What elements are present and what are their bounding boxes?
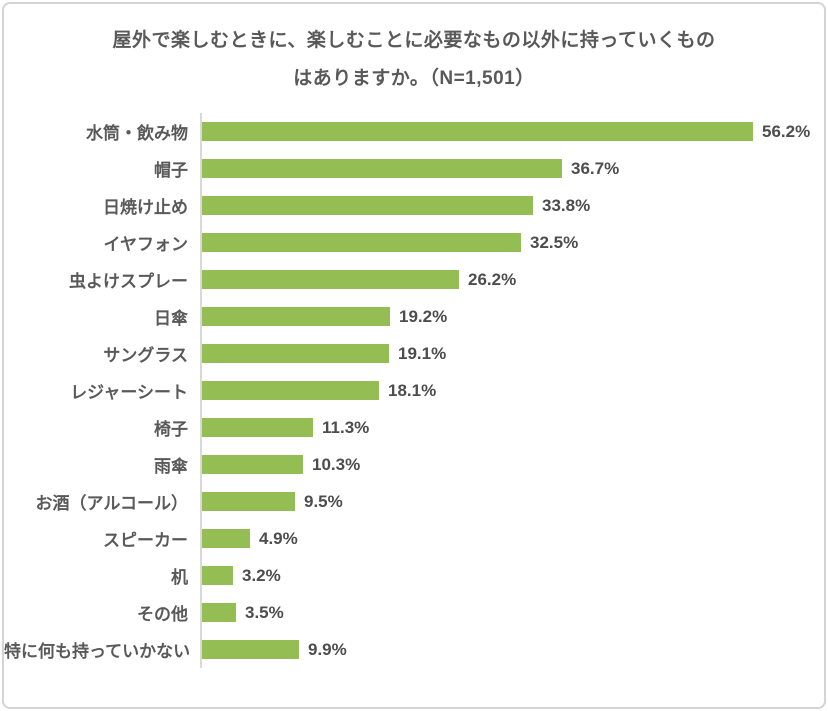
value-label: 33.8% [542, 195, 591, 215]
bar-row: 特に何も持っていかない 9.9% [4, 631, 824, 668]
bar-track: 4.9% [200, 520, 824, 557]
bar [202, 455, 303, 474]
category-label: 日焼け止め [103, 198, 188, 217]
bar [202, 344, 389, 363]
bar-track: 32.5% [200, 224, 824, 261]
bar-row: 雨傘 10.3% [4, 446, 824, 483]
value-label: 3.5% [245, 602, 284, 622]
category-label: 特に何も持っていかない [4, 642, 191, 661]
bar-row: 水筒・飲み物 56.2% [4, 113, 824, 150]
bar-track: 36.7% [200, 150, 824, 187]
value-label: 10.3% [312, 454, 361, 474]
bar-track: 3.2% [200, 557, 824, 594]
value-label: 19.2% [399, 306, 448, 326]
chart-title-line-1: 屋外で楽しむときに、楽しむことに必要なもの以外に持っていくもの [112, 30, 716, 51]
value-label: 4.9% [259, 528, 298, 548]
category-label: お酒（アルコール） [35, 494, 189, 513]
category-label: イヤフォン [103, 235, 189, 254]
value-label: 9.5% [304, 491, 343, 511]
bar-row: 帽子 36.7% [4, 150, 824, 187]
value-label: 32.5% [530, 232, 579, 252]
bar [202, 603, 236, 622]
value-label: 3.2% [242, 565, 281, 585]
category-label: 椅子 [154, 420, 188, 439]
category-label: 日傘 [154, 309, 188, 328]
bar [202, 307, 390, 326]
bar-row: 机 3.2% [4, 557, 824, 594]
bar [202, 196, 533, 215]
bar-row: イヤフォン 32.5% [4, 224, 824, 261]
category-label: 机 [171, 568, 188, 587]
chart-title-line-2: はありますか。（N=1,501） [293, 68, 535, 89]
bar-track: 9.9% [200, 631, 824, 668]
category-label: 雨傘 [154, 457, 188, 476]
bar [202, 233, 521, 252]
bar [202, 122, 753, 141]
bar-row: 日傘 19.2% [4, 298, 824, 335]
bar [202, 529, 250, 548]
bar-track: 33.8% [200, 187, 824, 224]
category-label: サングラス [103, 346, 188, 365]
bar [202, 640, 299, 659]
category-label: レジャーシート [70, 383, 188, 402]
bar-row: 虫よけスプレー 26.2% [4, 261, 824, 298]
bar [202, 159, 562, 178]
value-label: 19.1% [398, 343, 447, 363]
bar-track: 19.1% [200, 335, 824, 372]
value-label: 56.2% [762, 121, 811, 141]
category-label: 虫よけスプレー [69, 272, 188, 291]
category-label: その他 [137, 605, 188, 624]
bar [202, 381, 379, 400]
bar-chart: 水筒・飲み物 56.2% 帽子 36.7% 日焼け止め 33.8% イヤフォン … [4, 113, 824, 668]
bar-row: お酒（アルコール） 9.5% [4, 483, 824, 520]
bar [202, 418, 313, 437]
category-label: 帽子 [154, 161, 188, 180]
value-label: 11.3% [322, 417, 370, 437]
chart-title: 屋外で楽しむときに、楽しむことに必要なもの以外に持っていくもの はありますか。（… [4, 4, 824, 98]
bar-track: 11.3% [200, 409, 824, 446]
value-label: 26.2% [468, 269, 517, 289]
category-label: スピーカー [103, 531, 188, 550]
bar-row: 椅子 11.3% [4, 409, 824, 446]
value-label: 9.9% [308, 639, 347, 659]
bar [202, 566, 233, 585]
bar-track: 3.5% [200, 594, 824, 631]
bar-track: 19.2% [200, 298, 824, 335]
bar-row: スピーカー 4.9% [4, 520, 824, 557]
bar-track: 9.5% [200, 483, 824, 520]
value-label: 18.1% [388, 380, 437, 400]
bar-row: サングラス 19.1% [4, 335, 824, 372]
bar-track: 18.1% [200, 372, 824, 409]
category-label: 水筒・飲み物 [86, 124, 188, 143]
bar [202, 270, 459, 289]
bar-row: レジャーシート 18.1% [4, 372, 824, 409]
bar-row: その他 3.5% [4, 594, 824, 631]
bar-row: 日焼け止め 33.8% [4, 187, 824, 224]
bar [202, 492, 295, 511]
bar-track: 26.2% [200, 261, 824, 298]
value-label: 36.7% [571, 158, 620, 178]
bar-track: 10.3% [200, 446, 824, 483]
bar-track: 56.2% [200, 113, 824, 150]
